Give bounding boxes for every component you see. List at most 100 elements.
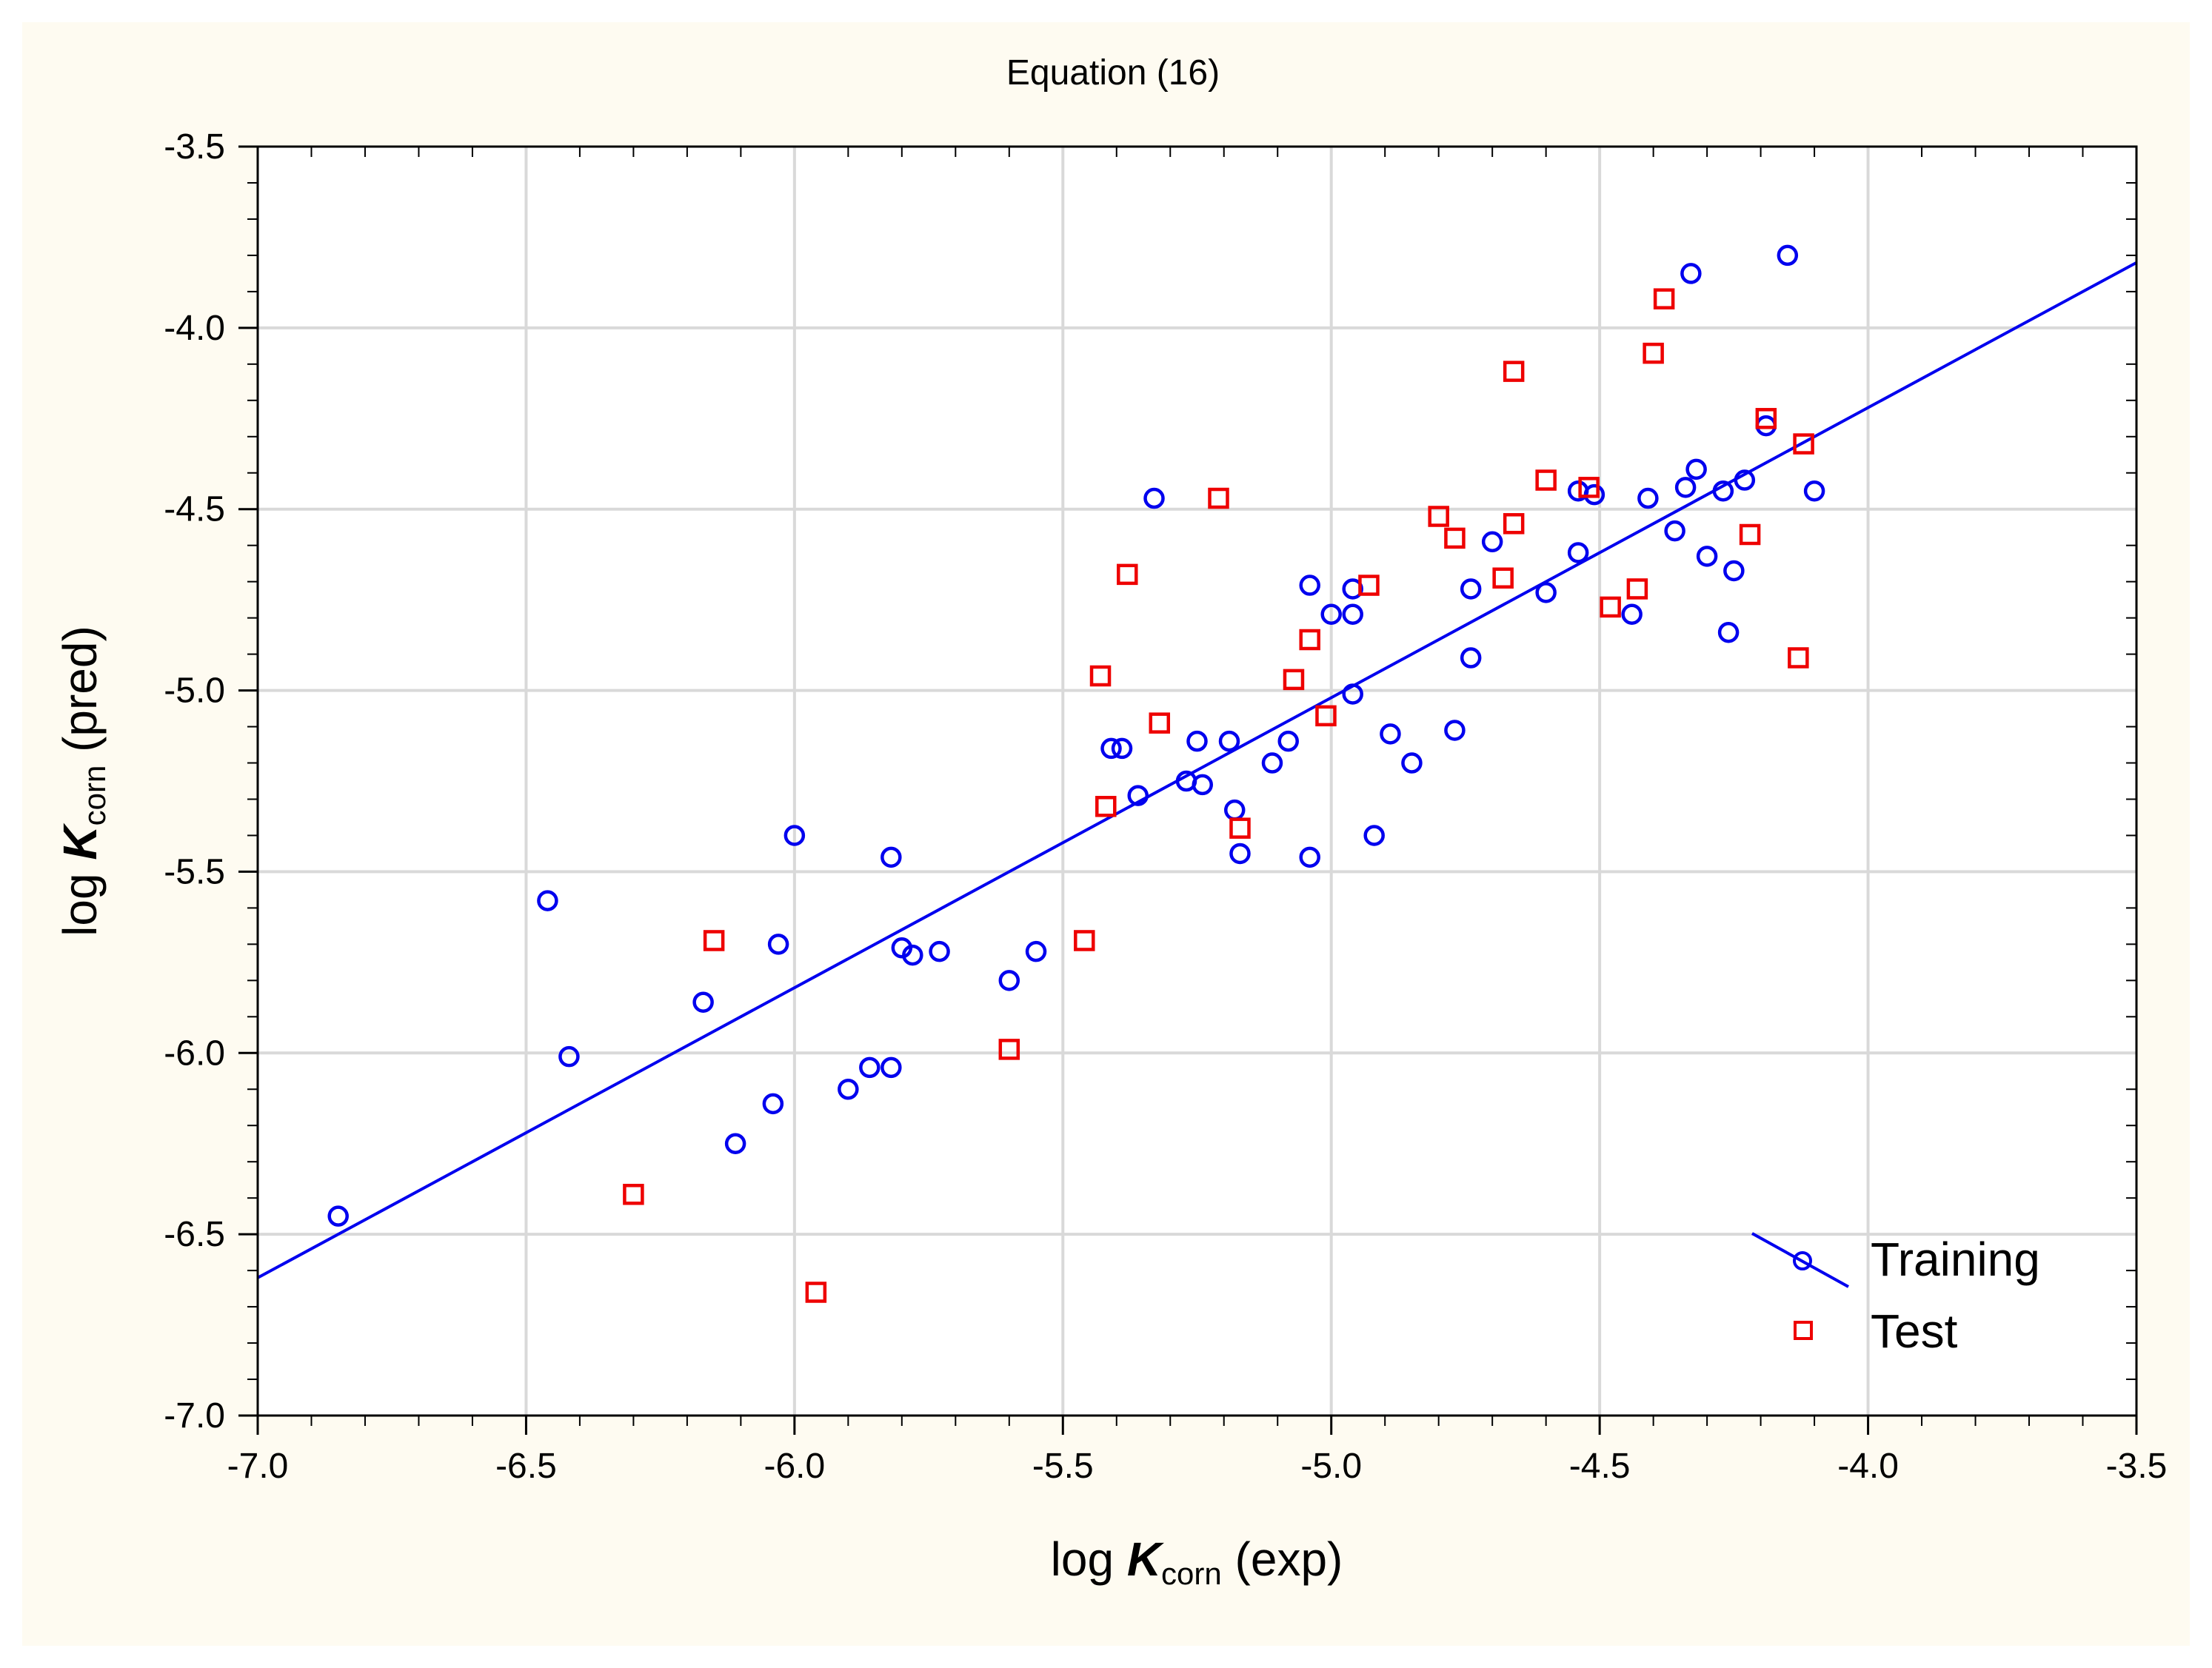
training-point — [1342, 603, 1363, 625]
training-fit-line — [257, 261, 2137, 1279]
test-point — [1089, 665, 1112, 687]
y-axis-label-suffix: (pred) — [53, 626, 107, 766]
test-point — [1074, 930, 1095, 951]
y-axis-label: log Kcorn (pred) — [53, 626, 112, 937]
training-point — [1696, 546, 1718, 567]
data-points — [327, 244, 1825, 1303]
training-point — [1734, 469, 1756, 491]
y-tick-label: -3.5 — [164, 127, 225, 167]
training-point — [1664, 520, 1685, 542]
test-point — [1315, 705, 1337, 727]
tick-labels: -7.0 -6.5 -6.0 -5.5 -5.0 -4.5 -4.0 -3.5 -7.0 -6.5… — [164, 127, 2167, 1486]
training-point — [838, 1079, 859, 1100]
chart-title: Equation (16) — [1006, 53, 1220, 93]
training-point — [692, 991, 714, 1013]
training-point — [1685, 458, 1707, 480]
y-tick-label: -5.0 — [164, 671, 225, 711]
training-point — [998, 970, 1020, 991]
test-point — [1788, 647, 1809, 669]
training-point — [1535, 582, 1557, 603]
training-point — [902, 944, 923, 966]
test-point — [1208, 487, 1229, 509]
x-tick-label: -5.0 — [1300, 1447, 1362, 1486]
training-point — [1363, 825, 1385, 846]
plot-area — [258, 147, 2136, 1416]
chart-frame: Equation (16) -7.0 -6.5 -6.0 -5.5 -5.0 -4.5 -4… — [22, 22, 2190, 1646]
test-point — [1444, 527, 1466, 549]
test-point — [1503, 513, 1525, 535]
x-axis-label-suffix: (exp) — [1222, 1533, 1343, 1586]
training-point — [724, 1133, 746, 1154]
training-point — [1100, 737, 1122, 760]
test-point — [1428, 506, 1449, 527]
training-point — [1261, 752, 1283, 774]
training-point — [859, 1056, 881, 1079]
training-point — [1637, 487, 1659, 509]
test-point — [1755, 408, 1777, 429]
y-axis-label-symbol: K — [53, 823, 107, 860]
test-point — [1299, 629, 1320, 651]
grid-lines — [258, 147, 2136, 1416]
test-point — [1492, 567, 1514, 589]
training-point — [558, 1045, 580, 1068]
x-tick-label: -7.0 — [227, 1447, 289, 1486]
y-axis-label-subscript: corn — [77, 766, 112, 826]
test-point — [1358, 575, 1380, 596]
training-point — [1444, 720, 1466, 741]
training-point — [1401, 752, 1423, 774]
x-axis-label: log Kcorn (exp) — [1051, 1533, 1343, 1591]
x-tick-label: -3.5 — [2106, 1447, 2168, 1486]
test-point — [1600, 596, 1621, 618]
training-point — [327, 1205, 349, 1227]
test-point — [1739, 523, 1761, 546]
test-point — [805, 1282, 827, 1303]
training-point — [783, 825, 806, 846]
training-point — [1127, 785, 1149, 806]
training-point — [1192, 774, 1213, 796]
training-point — [1567, 542, 1589, 563]
legend-test-label: Test — [1871, 1304, 1958, 1358]
training-point — [881, 846, 902, 868]
test-point — [1229, 817, 1251, 839]
training-point — [1803, 480, 1825, 502]
training-point — [1712, 480, 1734, 502]
training-point — [1621, 603, 1643, 625]
legend-training-line — [1751, 1232, 1849, 1288]
test-point — [998, 1039, 1020, 1060]
y-tick-label: -6.0 — [164, 1034, 225, 1073]
test-point — [1283, 669, 1305, 691]
y-tick-label: -6.5 — [164, 1215, 225, 1254]
x-tick-label: -4.0 — [1837, 1447, 1899, 1486]
legend-test-marker — [1794, 1321, 1813, 1340]
test-point — [1095, 796, 1117, 817]
test-point — [1643, 342, 1664, 364]
training-point — [1299, 575, 1320, 596]
plot-border — [256, 145, 2138, 1417]
training-point — [1777, 244, 1799, 267]
x-tick-label: -5.5 — [1032, 1447, 1094, 1486]
training-point — [1229, 843, 1251, 865]
training-point — [1680, 263, 1702, 284]
training-point — [762, 1093, 784, 1115]
training-point — [1320, 603, 1342, 625]
x-tick-label: -6.0 — [763, 1447, 825, 1486]
training-point — [1723, 560, 1745, 582]
test-point — [1149, 712, 1171, 734]
y-tick-label: -5.5 — [164, 852, 225, 891]
x-axis-label-symbol: K — [1127, 1533, 1165, 1586]
training-point — [1481, 531, 1503, 553]
training-point — [1111, 737, 1133, 760]
minor-ticks — [238, 145, 2138, 1435]
training-point — [929, 940, 950, 962]
training-point — [767, 934, 789, 955]
training-point — [537, 890, 558, 911]
training-point — [1025, 940, 1047, 962]
training-point — [1218, 730, 1240, 752]
x-axis-label-prefix: log — [1051, 1533, 1127, 1586]
training-point — [881, 1056, 902, 1079]
fit-line-layer — [257, 261, 2137, 1279]
training-point — [1380, 723, 1401, 745]
training-point — [1717, 621, 1740, 643]
test-point — [703, 930, 725, 951]
training-point — [1342, 578, 1363, 600]
